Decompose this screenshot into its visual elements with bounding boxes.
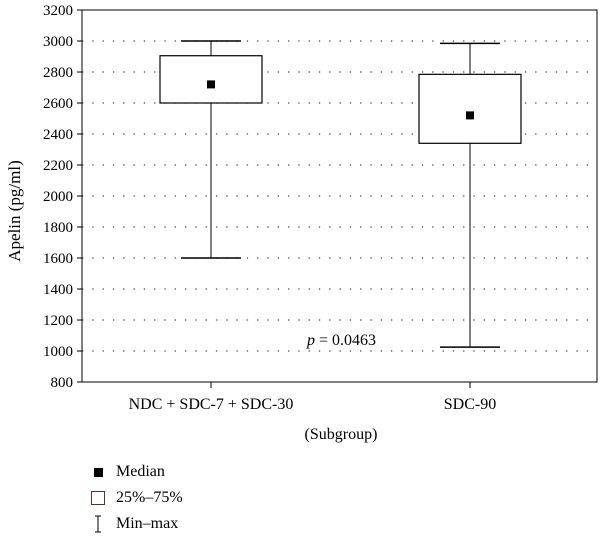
legend-item-box: 25%–75% xyxy=(86,489,183,507)
legend-item-whisker: Min–max xyxy=(86,515,178,533)
legend-label-median: Median xyxy=(116,463,165,480)
y-tick-label: 1600 xyxy=(43,251,73,267)
p-value-text: = 0.0463 xyxy=(315,332,376,349)
y-tick-label: 1000 xyxy=(43,344,73,360)
median-symbol-icon xyxy=(86,467,110,477)
legend-label-whisker: Min–max xyxy=(116,515,179,532)
y-tick-label: 3200 xyxy=(43,3,73,19)
x-tick-label: NDC + SDC-7 + SDC-30 xyxy=(129,396,294,413)
y-tick-label: 1400 xyxy=(43,282,73,298)
median-marker xyxy=(207,80,215,89)
y-tick-label: 2400 xyxy=(43,127,73,143)
y-tick-label: 800 xyxy=(51,375,74,391)
y-axis-ticks: 800 1000 1200 1400 1600 1800 2000 2200 2400 2600 2… xyxy=(43,3,82,391)
y-tick-label: 1800 xyxy=(43,220,73,236)
x-axis-ticks: NDC + SDC-7 + SDC-30 SDC-90 xyxy=(129,382,496,413)
p-value-annotation: p = 0.0463 xyxy=(306,332,376,349)
iqr-box xyxy=(418,73,522,144)
y-tick-label: 3000 xyxy=(43,34,73,50)
y-tick-label: 2200 xyxy=(43,158,73,174)
box-2 xyxy=(418,42,522,348)
whisker-symbol-icon xyxy=(86,515,110,533)
y-tick-label: 1200 xyxy=(43,313,73,329)
p-value-symbol: p xyxy=(306,332,315,349)
y-tick-label: 2800 xyxy=(43,65,73,81)
y-tick-label: 2000 xyxy=(43,189,73,205)
iqr-box xyxy=(159,55,263,104)
x-axis-label: (Subgroup) xyxy=(305,426,378,443)
box-symbol-icon xyxy=(86,491,110,505)
box-1 xyxy=(159,40,263,259)
legend-item-median: Median xyxy=(86,463,165,481)
x-tick-label: SDC-90 xyxy=(444,396,496,413)
y-axis-label: Apelin (pg/ml) xyxy=(5,160,24,262)
grid-lines xyxy=(82,40,597,352)
y-tick-label: 2600 xyxy=(43,96,73,112)
median-marker xyxy=(466,111,474,120)
boxes xyxy=(159,40,522,348)
legend-label-box: 25%–75% xyxy=(116,489,183,506)
